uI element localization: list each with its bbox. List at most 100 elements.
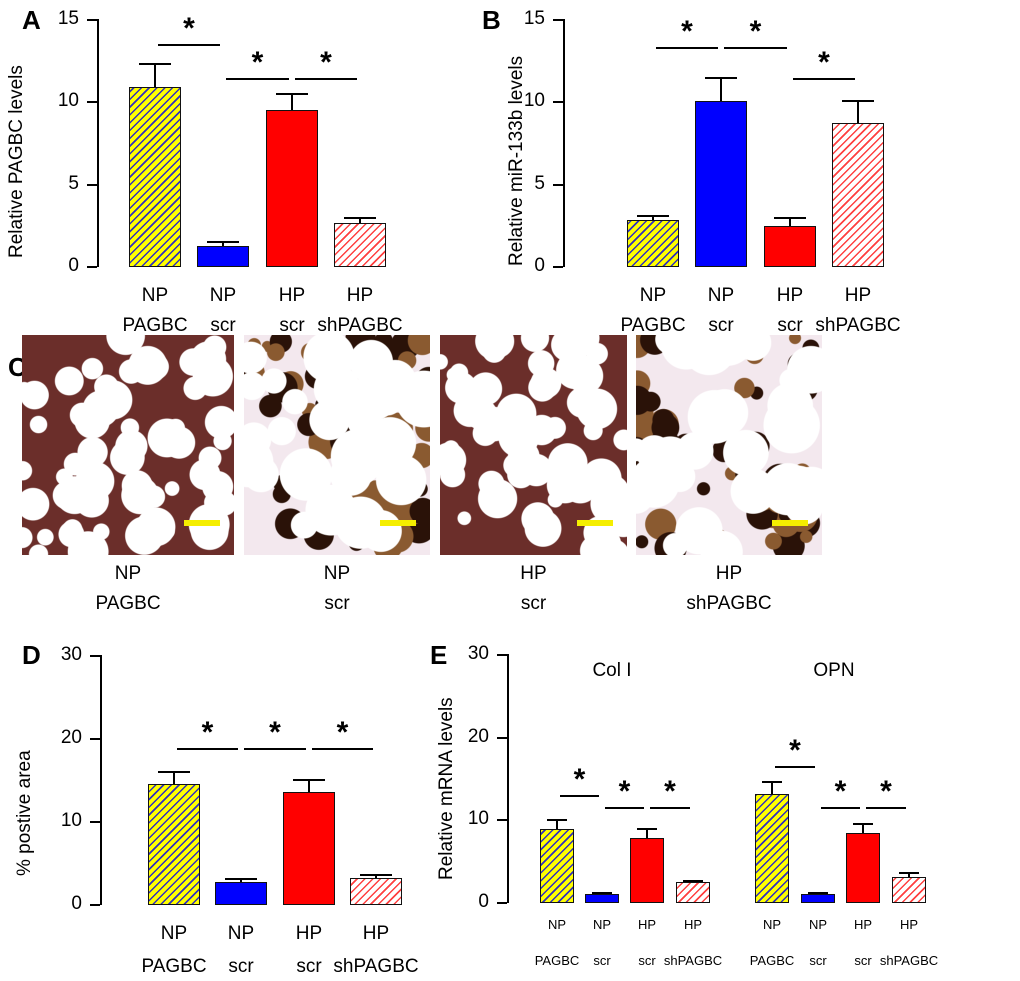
panel-d-error-bar <box>173 771 175 784</box>
panel-b-x-label-group: HP <box>844 285 872 306</box>
panel-d-x-label-group: HP <box>295 923 323 944</box>
panel-d-y-axis <box>100 655 102 905</box>
panel-d-significance-star: * <box>336 715 349 749</box>
panel-b-significance-star: * <box>681 14 693 48</box>
panel-a-y-tick <box>87 266 97 268</box>
panel-e-bar-HP-shPAGBC <box>892 877 926 903</box>
panel-e-significance-line <box>650 806 690 809</box>
panel-d-x-label-group: NP <box>227 923 255 944</box>
panel-e-error-bar <box>556 819 558 830</box>
panel-a-significance-line <box>158 43 220 46</box>
panel-a-y-tick-label: 15 <box>57 8 79 29</box>
panel-e-error-bar <box>646 828 648 839</box>
panel-e-x-label-group: NP <box>762 917 782 932</box>
panel-e-group-title: OPN <box>813 660 855 681</box>
panel-b-y-tick-label: 5 <box>534 172 545 194</box>
panel-b-significance-star: * <box>749 14 762 48</box>
panel-b-y-tick <box>553 266 563 268</box>
panel-d-y-tick <box>90 738 100 740</box>
panel-b-y-tick-label: 15 <box>523 8 545 29</box>
micrograph-np-scr <box>244 335 430 555</box>
panel-d-y-tick-label: 30 <box>60 644 82 665</box>
panel-e-error-bar <box>601 892 603 894</box>
panel-a-label: A <box>22 5 41 35</box>
panel-b-bar-HP-shPAGBC <box>832 122 884 267</box>
panel-a-y-tick-label: 10 <box>57 90 79 112</box>
panel-a-bar-NP-scr <box>197 246 249 267</box>
panel-b-significance-star: * <box>818 46 830 80</box>
panel-a-x-label-group: NP <box>209 285 237 306</box>
panel-e-y-tick-label: 0 <box>478 891 489 912</box>
panel-b-significance-line <box>724 46 787 49</box>
panel-d-bar-NP-PAGBC <box>148 783 200 905</box>
panel-d-y-tick-label: 0 <box>71 893 82 914</box>
micrograph-np-pagbc <box>22 335 234 555</box>
panel-d-error-bar <box>240 878 242 882</box>
panel-e-significance-star: * <box>618 774 631 808</box>
panel-b-x-label-treatment: shPAGBC <box>815 315 901 336</box>
panel-d-bar-HP-scr <box>283 791 335 905</box>
panel-d-y-tick <box>90 821 100 823</box>
panel-a-bar-HP-scr <box>266 109 318 267</box>
panel-e-significance-line <box>866 806 906 809</box>
panel-e-x-label-group: HP <box>683 917 703 932</box>
micrograph-hp-scr <box>440 335 627 555</box>
panel-a-y-tick <box>87 183 97 186</box>
panel-a-significance-star: * <box>320 46 332 80</box>
panel-e-y-tick-label: 20 <box>467 725 489 747</box>
panel-b-y-axis-label: Relative miR-133b levels <box>506 55 527 266</box>
panel-d-error-bar <box>375 874 377 879</box>
panel-e-error-bar <box>817 892 819 894</box>
panel-e-x-label-group: NP <box>808 917 828 932</box>
panel-d-y-tick <box>90 904 100 906</box>
scale-bar <box>380 520 416 526</box>
panel-a-x-label-group: HP <box>278 285 306 306</box>
panel-e-significance-star: * <box>573 763 586 797</box>
panel-e-significance-star: * <box>664 774 676 808</box>
panel-e-bar-NP-scr <box>585 893 619 903</box>
panel-e-bar-HP-shPAGBC <box>676 882 710 903</box>
panel-e-significance-line <box>821 806 860 809</box>
panel-b-error-bar <box>720 76 722 102</box>
panel-a-x-label-treatment: scr <box>210 315 236 336</box>
panel-d-error-bar <box>308 778 310 792</box>
panel-a-bar-NP-PAGBC <box>129 86 181 267</box>
micrograph-label-treatment: shPAGBC <box>686 593 772 614</box>
panel-b-significance-line <box>793 78 855 81</box>
panel-a-x-label-group: HP <box>346 285 374 306</box>
panel-e-y-axis <box>507 654 509 903</box>
panel-e-x-label-treatment: scr <box>638 953 656 968</box>
panel-e-y-tick <box>497 902 507 904</box>
panel-b-y-tick <box>553 19 563 21</box>
panel-d-label: D <box>22 640 41 670</box>
panel-e-significance-line <box>605 806 644 809</box>
panel-e-x-label-treatment: shPAGBC <box>663 953 723 968</box>
panel-b-x-label-group: NP <box>707 285 735 306</box>
panel-a-x-label-group: NP <box>141 285 169 306</box>
panel-e-x-label-group: HP <box>853 917 873 932</box>
panel-a-significance-star: * <box>251 46 264 80</box>
panel-b-x-label-group: NP <box>639 285 667 306</box>
panel-e-x-label-treatment: PAGBC <box>534 953 580 968</box>
panel-b-error-bar <box>789 216 791 227</box>
panel-d-bar-HP-shPAGBC <box>350 878 402 905</box>
panel-b-error-bar <box>857 99 859 123</box>
panel-e-bar-HP-scr <box>846 832 880 903</box>
panel-e-group-title: Col I <box>592 660 632 681</box>
panel-e-bar-NP-PAGBC <box>755 793 789 903</box>
panel-d-x-label-group: HP <box>362 923 390 944</box>
panel-d-x-label-treatment: PAGBC <box>141 956 207 977</box>
panel-a-error-bar <box>222 241 224 247</box>
panel-a-y-tick-label: 0 <box>68 255 79 276</box>
panel-e-x-label-treatment: scr <box>854 953 872 968</box>
micrograph-hp-shpagbc <box>636 335 822 555</box>
panel-b-y-axis <box>563 19 565 267</box>
micrograph-label-group: HP <box>520 563 547 584</box>
panel-a-significance-star: * <box>183 11 195 45</box>
panel-e-bar-NP-PAGBC <box>540 829 574 903</box>
panel-e-bar-NP-scr <box>801 893 835 903</box>
panel-b-x-label-treatment: scr <box>708 315 734 336</box>
panel-e-y-tick-label: 30 <box>467 643 489 664</box>
panel-b-y-tick-label: 10 <box>523 90 545 112</box>
